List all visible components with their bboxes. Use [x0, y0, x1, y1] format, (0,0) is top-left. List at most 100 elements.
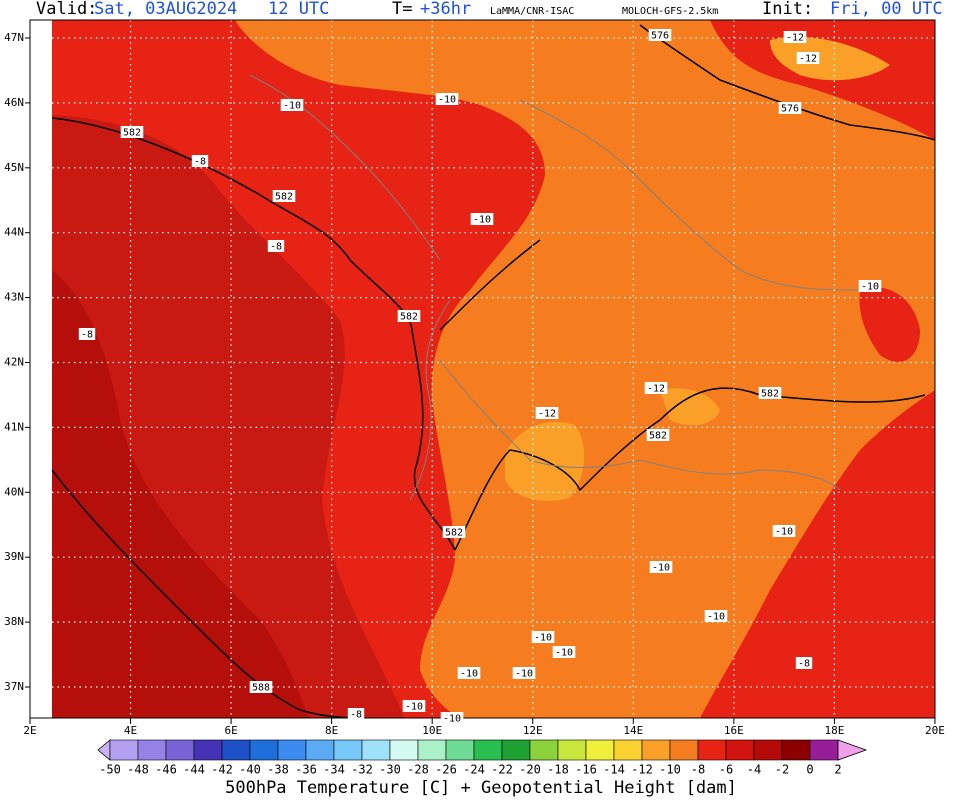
contour-label-box: [778, 102, 802, 114]
colorbar-bin: [697, 739, 727, 761]
lead-time: +36hr: [420, 0, 471, 19]
colorbar-label: -2: [775, 763, 789, 777]
contour-label-box: [440, 712, 464, 724]
contour-label-box: [772, 525, 796, 537]
contour-label: -10: [555, 648, 573, 659]
contour-label-box: [648, 29, 672, 41]
valid-time: Sat, 03AUG2024 12 UTC: [94, 0, 329, 19]
contour-label: -10: [534, 633, 552, 644]
header: Valid: Sat, 03AUG2024 12 UTC T= +36hr La…: [36, 0, 943, 19]
colorbar-label: -10: [659, 763, 681, 777]
lat-label: 40N: [4, 485, 24, 498]
contour-label-box: [280, 99, 304, 111]
colorbar-bin: [333, 739, 363, 761]
colorbar-high: [837, 739, 868, 761]
colorbar-low: [97, 739, 111, 761]
colorbar-bin: [725, 739, 755, 761]
contour-label: -10: [405, 702, 423, 713]
colorbar-bin: [361, 739, 391, 761]
colorbar-label: -6: [719, 763, 733, 777]
zone-red-patch: [859, 287, 920, 362]
lat-label: 39N: [4, 550, 24, 563]
colorbar-bin: [221, 739, 251, 761]
colorbar-bin: [417, 739, 447, 761]
contour-label: 582: [649, 431, 667, 442]
contour-label: -12: [786, 33, 804, 44]
source: LaMMA/CNR-ISAC: [490, 6, 574, 17]
contour-label-box: [531, 631, 555, 643]
contour-label: 582: [761, 389, 779, 400]
colorbar-bin: [193, 739, 223, 761]
contour-label-box: [78, 328, 96, 340]
contour-line: [51, 469, 361, 718]
colorbar-bin: [389, 739, 419, 761]
contour-label-box: [649, 561, 673, 573]
contour-label: 576: [781, 104, 799, 115]
colorbar-label: -14: [603, 763, 625, 777]
colorbar-label: -30: [379, 763, 401, 777]
contour-label: -10: [438, 95, 456, 106]
colorbar-label: 2: [834, 763, 841, 777]
lat-label: 45N: [4, 161, 24, 174]
contour-label-box: [470, 213, 494, 225]
colorbar-bin: [277, 739, 307, 761]
colorbar-label: -46: [155, 763, 177, 777]
zone-orange: [235, 20, 935, 718]
contour-label-box: [191, 155, 209, 167]
colorbar-label: -22: [491, 763, 513, 777]
contour-label: -8: [350, 710, 362, 721]
colorbar-label: -40: [239, 763, 261, 777]
contour-label: -8: [194, 157, 206, 168]
colorbar-label: -42: [211, 763, 233, 777]
coastline: [519, 99, 861, 291]
map-field: [51, 20, 935, 718]
colorbar-bin: [305, 739, 335, 761]
contour-label-box: [644, 382, 668, 394]
model: MOLOCH-GFS-2.5km: [622, 6, 718, 17]
colorbar: -50 -48 -46 -44 -42 -40 -38 -36 -34 -32 -30 -28 -26-…: [97, 739, 868, 777]
lat-label: 44N: [4, 226, 24, 239]
contour-label: -10: [775, 527, 793, 538]
contour-label: -8: [798, 659, 810, 670]
contour-label: 582: [275, 192, 293, 203]
contour-label: -10: [861, 282, 879, 293]
colorbar-bin: [529, 739, 559, 761]
lat-label: 41N: [4, 420, 24, 433]
colorbar-bin: [781, 739, 811, 761]
contour-label-box: [442, 526, 466, 538]
colorbar-label: -4: [747, 763, 761, 777]
valid-label: Valid:: [36, 0, 97, 19]
colorbar-bin: [109, 739, 139, 761]
contour-label-box: [704, 610, 728, 622]
contour-label: -10: [652, 563, 670, 574]
colorbar-bin: [249, 739, 279, 761]
zone-light-orange: [505, 421, 585, 501]
contour-line: [454, 387, 926, 551]
contour-label-box: [535, 407, 559, 419]
contour-label-box: [402, 700, 426, 712]
contour-label: -10: [443, 714, 461, 725]
colorbar-bin: [641, 739, 671, 761]
zone-darker-red: [52, 270, 310, 718]
lon-label: 2E: [23, 724, 36, 737]
contour-label-box: [457, 667, 481, 679]
contour-label: 582: [400, 312, 418, 323]
colorbar-bin: [585, 739, 615, 761]
contour-label: -8: [270, 242, 282, 253]
lon-label: 18E: [824, 724, 844, 737]
contour-label-box: [512, 667, 536, 679]
contour-label: 582: [123, 128, 141, 139]
colorbar-label: -28: [407, 763, 429, 777]
contour-label-box: [795, 657, 813, 669]
lat-label: 46N: [4, 96, 24, 109]
colorbar-label: -32: [351, 763, 373, 777]
colorbar-bin: [473, 739, 503, 761]
contour-label: 576: [651, 31, 669, 42]
lat-label: 37N: [4, 680, 24, 693]
init-label: Init:: [762, 0, 813, 19]
contour-label-box: [272, 190, 296, 202]
lon-label: 6E: [224, 724, 237, 737]
contour-line: [439, 239, 541, 331]
contour-labels: 576 -12-12576-10-10582-8582-10-8-10582-8-…: [78, 29, 882, 725]
